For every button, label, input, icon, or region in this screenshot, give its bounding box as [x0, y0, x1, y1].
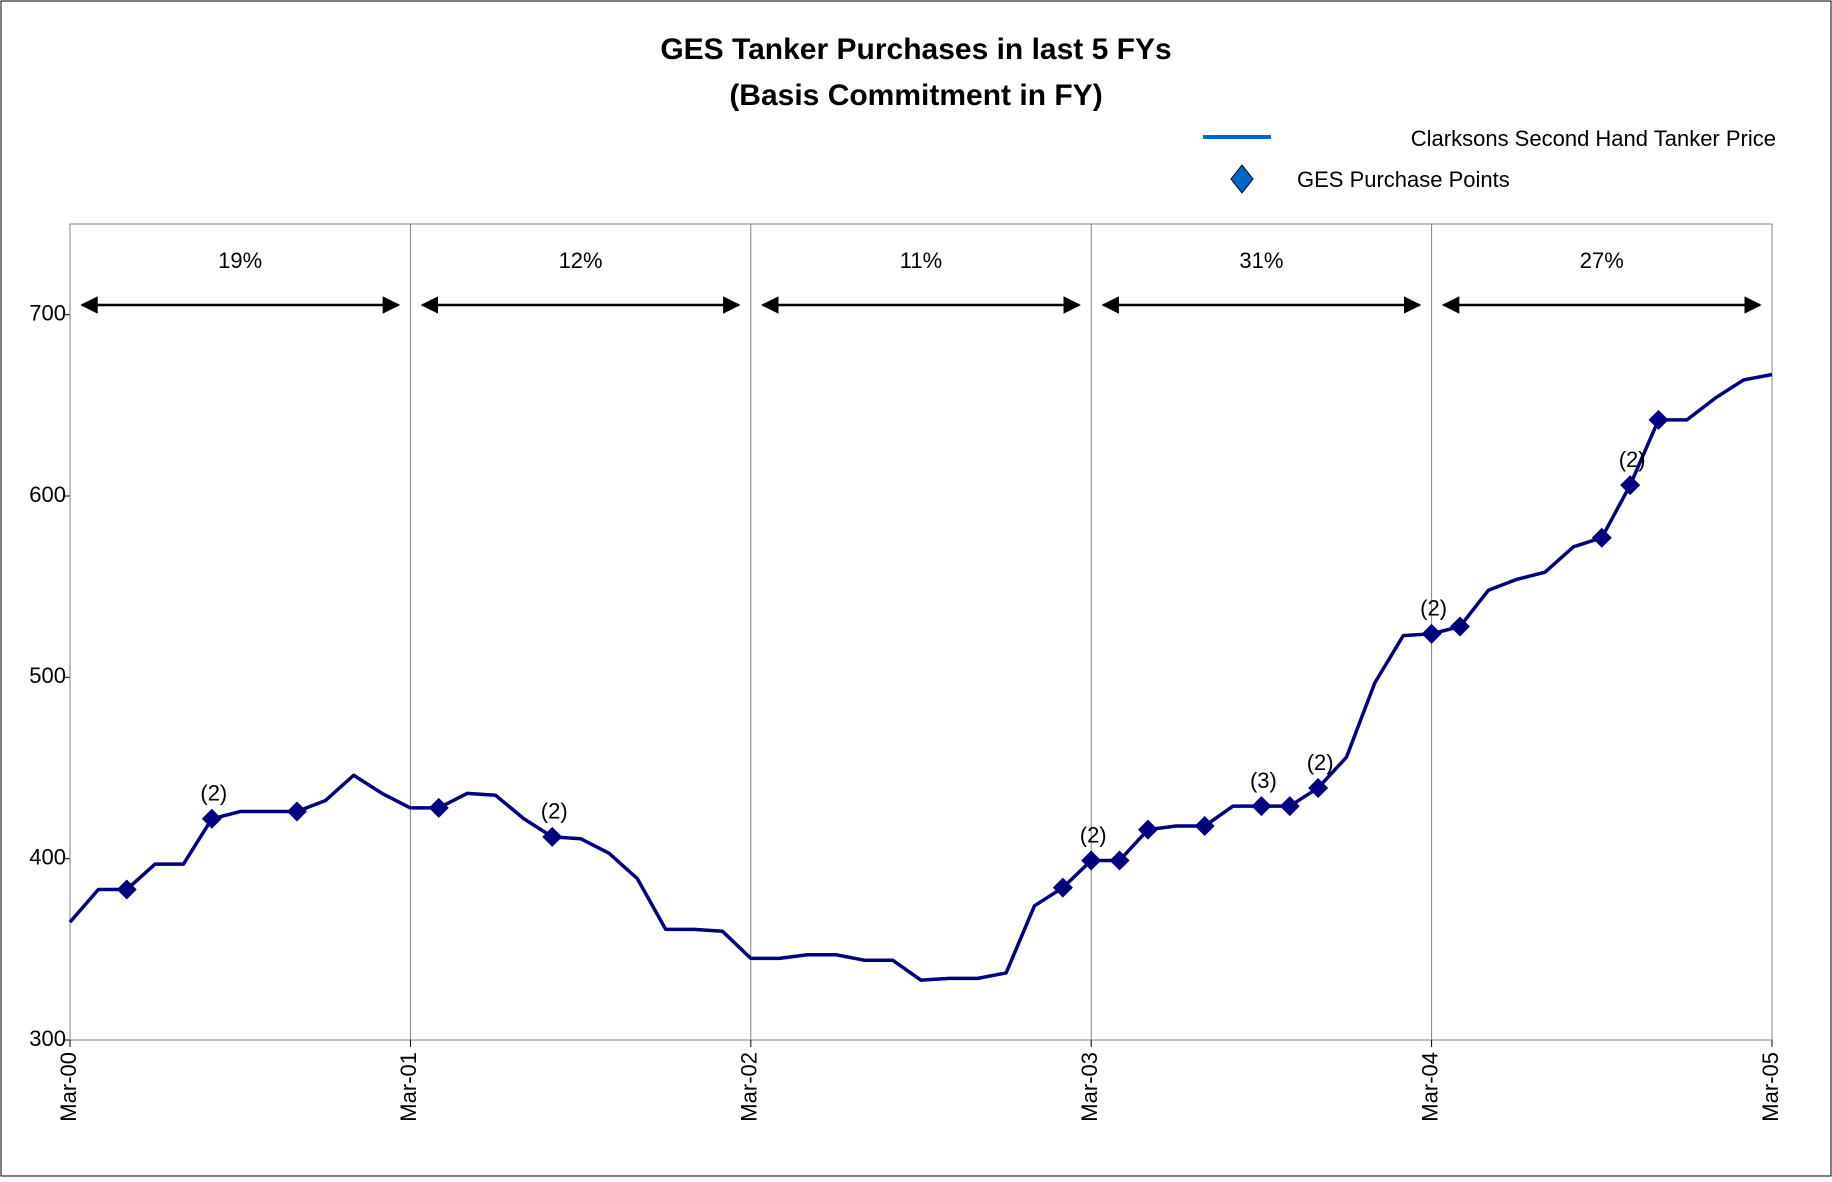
x-tick-label: Mar-04 — [1417, 1052, 1442, 1122]
period-label: 19% — [218, 248, 262, 273]
purchase-point — [1109, 850, 1130, 871]
purchase-point — [1052, 877, 1073, 898]
point-label: (3) — [1250, 768, 1277, 793]
purchase-point — [542, 826, 563, 847]
legend-label: Clarksons Second Hand Tanker Price — [1411, 126, 1776, 151]
x-tick-label: Mar-00 — [56, 1052, 81, 1122]
point-label: (2) — [1307, 750, 1334, 775]
y-tick-label: 400 — [29, 844, 66, 869]
period-label: 11% — [900, 248, 942, 273]
purchase-point — [1251, 796, 1272, 817]
point-label: (2) — [200, 781, 227, 806]
chart-subtitle: (Basis Commitment in FY) — [729, 79, 1102, 112]
purchase-point — [1279, 796, 1300, 817]
chart-title: GES Tanker Purchases in last 5 FYs — [660, 33, 1171, 66]
x-tick-label: Mar-05 — [1758, 1052, 1783, 1122]
point-label: (2) — [1420, 596, 1447, 621]
period-label: 31% — [1239, 248, 1283, 273]
purchase-point — [1620, 475, 1641, 496]
x-tick-label: Mar-02 — [737, 1052, 762, 1122]
purchase-point — [1081, 850, 1102, 871]
x-tick-label: Mar-03 — [1077, 1052, 1102, 1122]
purchase-point — [286, 801, 307, 822]
legend-label: GES Purchase Points — [1297, 167, 1510, 192]
y-tick-label: 700 — [29, 300, 66, 325]
y-tick-label: 600 — [29, 482, 66, 507]
purchase-point — [116, 879, 137, 900]
purchase-point — [1308, 777, 1329, 798]
purchase-point — [428, 797, 449, 818]
purchase-point — [1591, 527, 1612, 548]
legend-marker — [1230, 164, 1254, 194]
purchase-point — [201, 808, 222, 829]
price-line — [68, 372, 1773, 982]
purchase-point — [1421, 623, 1442, 644]
purchase-point — [1449, 616, 1470, 637]
y-tick-label: 300 — [29, 1026, 66, 1051]
purchase-point — [1137, 819, 1158, 840]
point-label: (2) — [541, 799, 568, 824]
purchase-point — [1194, 816, 1215, 837]
y-tick-label: 500 — [29, 663, 66, 688]
x-tick-label: Mar-01 — [396, 1052, 421, 1122]
point-label: (2) — [1080, 822, 1107, 847]
period-label: 12% — [559, 248, 603, 273]
period-label: 27% — [1580, 248, 1624, 273]
purchase-point — [1648, 409, 1669, 430]
point-label: (2) — [1619, 447, 1646, 472]
